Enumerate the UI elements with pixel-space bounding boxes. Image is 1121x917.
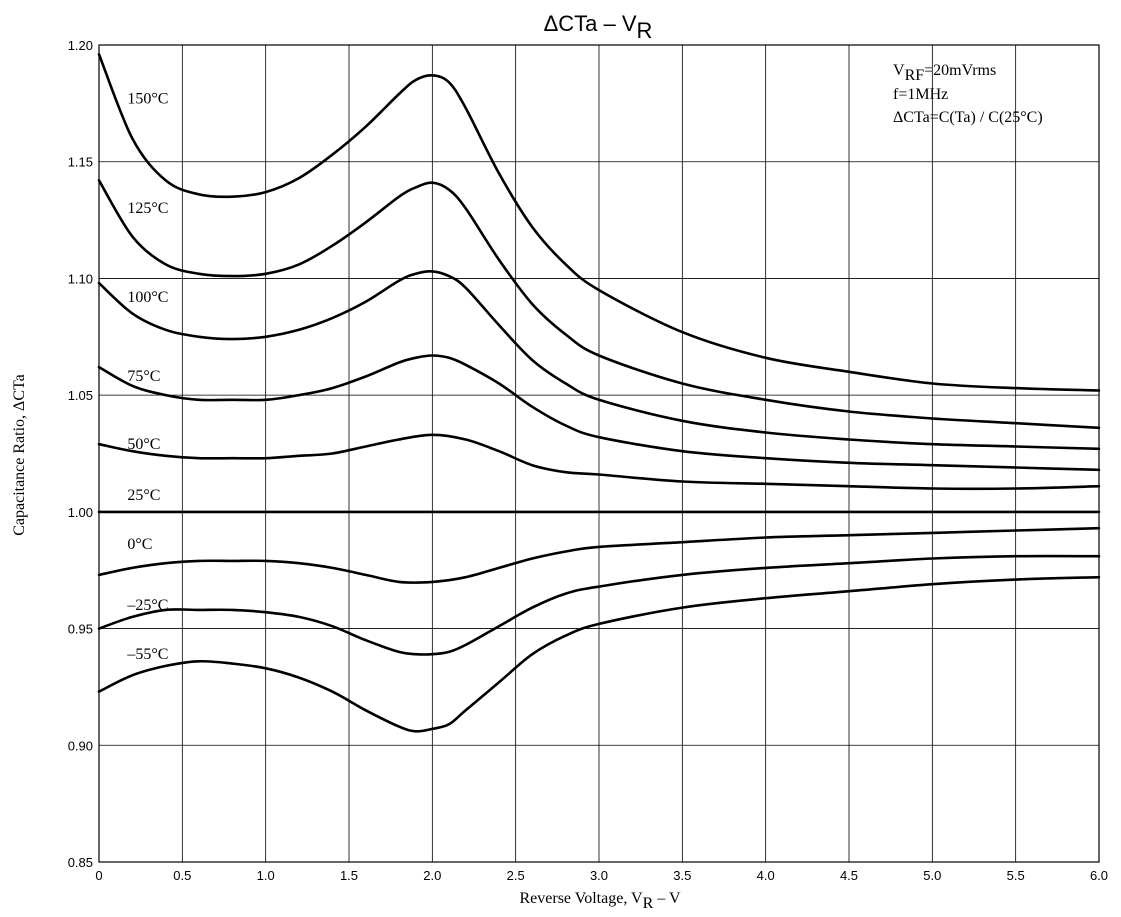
x-tick-label: 3.5 bbox=[673, 868, 691, 883]
series-label: –25°C bbox=[126, 597, 168, 614]
x-tick-label: 5.5 bbox=[1007, 868, 1025, 883]
x-tick-label: 6.0 bbox=[1090, 868, 1108, 883]
plot-frame bbox=[98, 44, 1100, 863]
chart-title: ΔCTa – VR bbox=[544, 11, 653, 43]
series-line bbox=[97, 270, 1101, 451]
x-tick-label: 4.5 bbox=[840, 868, 858, 883]
series-layer bbox=[97, 53, 1101, 733]
annotation-vrf: VRF=20mVrms bbox=[893, 62, 996, 84]
y-tick-label: 0.95 bbox=[68, 622, 93, 637]
series-label: 50°C bbox=[127, 436, 160, 453]
series-label: –55°C bbox=[126, 646, 168, 663]
series-line bbox=[97, 433, 1101, 491]
y-tick-label: 1.15 bbox=[68, 155, 93, 170]
x-tick-label: 1.0 bbox=[257, 868, 275, 883]
series-label: 75°C bbox=[127, 368, 160, 385]
x-axis-label: Reverse Voltage, VR – V bbox=[519, 890, 680, 912]
series-line bbox=[97, 179, 1101, 430]
tick-labels: 0 0.5 1.0 1.5 2.0 2.5 3.0 3.5 4.0 4.5 5.0 5.5 6.0 0.8… bbox=[68, 38, 1108, 883]
y-tick-label: 0.90 bbox=[68, 738, 93, 753]
series-labels: 150°C 125°C 100°C 75°C 50°C 25°C 0°C –25°C –55°C bbox=[126, 90, 168, 663]
x-tick-label: 0.5 bbox=[173, 868, 191, 883]
series-line bbox=[97, 526, 1101, 584]
annotation-frequency: f=1MHz bbox=[893, 86, 948, 103]
x-tick-label: 3.0 bbox=[590, 868, 608, 883]
series-label: 100°C bbox=[127, 289, 168, 306]
y-tick-label: 1.05 bbox=[68, 388, 93, 403]
x-tick-label: 4.0 bbox=[757, 868, 775, 883]
y-tick-label: 1.10 bbox=[68, 271, 93, 286]
series-label: 150°C bbox=[127, 90, 168, 107]
y-tick-label: 1.20 bbox=[68, 38, 93, 53]
series-line bbox=[97, 354, 1101, 472]
series-label: 25°C bbox=[127, 487, 160, 504]
series-label: 125°C bbox=[127, 200, 168, 217]
grid bbox=[99, 45, 1099, 862]
x-tick-label: 0 bbox=[95, 868, 102, 883]
y-tick-label: 1.00 bbox=[68, 505, 93, 520]
annotation-ratio-definition: ΔCTa=C(Ta) / C(25°C) bbox=[893, 109, 1043, 126]
series-line bbox=[97, 554, 1101, 656]
y-axis-label: Capacitance Ratio, ΔCTa bbox=[11, 374, 28, 536]
series-line bbox=[97, 575, 1101, 733]
x-tick-label: 2.5 bbox=[507, 868, 525, 883]
annotation-block: VRF=20mVrms f=1MHz ΔCTa=C(Ta) / C(25°C) bbox=[893, 62, 1043, 126]
y-tick-label: 0.85 bbox=[68, 855, 93, 870]
x-tick-label: 2.0 bbox=[423, 868, 441, 883]
series-label: 0°C bbox=[127, 536, 152, 553]
x-tick-label: 5.0 bbox=[923, 868, 941, 883]
series-line bbox=[97, 53, 1101, 392]
x-tick-label: 1.5 bbox=[340, 868, 358, 883]
